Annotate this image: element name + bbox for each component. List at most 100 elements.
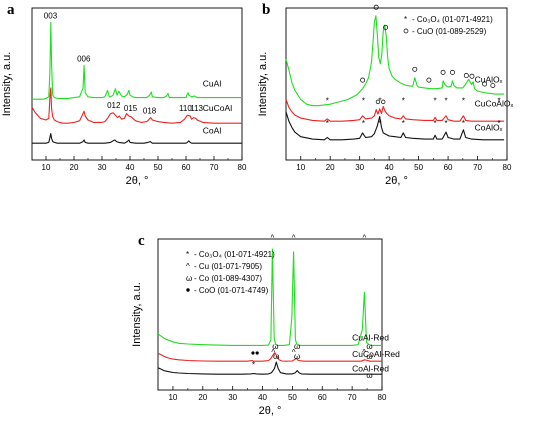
x-tick-label: 10 [296, 163, 305, 172]
co-phase-marker: ω [294, 352, 300, 361]
x-tick-label: 20 [70, 163, 79, 172]
coo-phase-marker [251, 351, 255, 355]
legend-marker [403, 28, 409, 34]
x-tick-label: 80 [503, 163, 512, 172]
series-line-CuCoAlO [285, 99, 505, 122]
cuo-phase-marker [490, 83, 496, 89]
panel-letter: b [262, 2, 270, 18]
x-tick-label: 40 [385, 163, 394, 172]
x-tick-label: 10 [42, 163, 51, 172]
co3o4-phase-marker: * [252, 361, 255, 370]
co-phase-marker: ω [366, 342, 372, 351]
panel-b: b 10 20 30 40 50 60 70 80 2θ, ° Intensity, a.u. CuA… [257, 2, 513, 187]
series-label: CoAlOₓ [475, 123, 503, 133]
legend-marker: * [186, 250, 189, 259]
series-label: CuAl [203, 78, 222, 88]
x-tick-label: 70 [210, 163, 219, 172]
peak-annotation: 006 [77, 55, 91, 64]
x-axis-title: 2θ, ° [259, 405, 282, 417]
plot-frame [285, 7, 508, 161]
panel-a: a 10 20 30 40 50 60 70 80 2θ, ° Intensity, a.u. CuA… [1, 2, 247, 187]
x-tick-label: 80 [238, 163, 247, 172]
co3o4-phase-marker: * [462, 119, 465, 128]
series-label: CuAlOₓ [475, 74, 503, 84]
co-phase-marker: ω [273, 352, 279, 361]
y-axis-title: Intensity, a.u. [257, 52, 269, 117]
co3o4-phase-marker: * [434, 119, 437, 128]
co3o4-phase-marker: * [378, 119, 381, 128]
co3o4-phase-marker: * [378, 96, 381, 105]
cuo-phase-marker [381, 99, 386, 104]
coo-phase-marker [255, 351, 259, 355]
series-line-CoAl-Red [157, 361, 382, 375]
x-tick-label: 40 [126, 163, 135, 172]
cuo-phase-marker [373, 4, 379, 10]
peak-annotation: 018 [143, 107, 157, 116]
series-label: CuCoAlOₓ [475, 98, 514, 108]
x-tick-label: 60 [318, 393, 327, 402]
cuo-phase-marker [469, 73, 475, 79]
cu-phase-marker: ^ [271, 348, 275, 357]
legend-entry: - Cu (01-071-7905) [194, 262, 262, 271]
co3o4-phase-marker: * [362, 96, 365, 105]
legend-entry: - CuO (01-089-2529) [412, 27, 487, 36]
series-label: CoAl [203, 126, 222, 136]
cuo-phase-marker [375, 99, 381, 104]
y-axis-title: Intensity, a.u. [131, 282, 143, 347]
series-label: CuCoAl [203, 103, 232, 113]
legend-marker: * [404, 15, 407, 24]
legend-entry: - Co₃O₄ (01-071-4921) [412, 15, 493, 24]
x-tick-label: 60 [182, 163, 191, 172]
x-tick-label: 30 [98, 163, 107, 172]
co3o4-phase-marker: * [497, 96, 500, 105]
legend-entry: - CoO (01-071-4749) [194, 286, 269, 295]
cuo-phase-marker [412, 66, 418, 72]
cuo-phase-marker [426, 77, 432, 83]
co3o4-phase-marker: * [444, 96, 447, 105]
plot-frame [31, 7, 243, 161]
series-label: CuAl-Red [352, 332, 389, 342]
series-label: CoAl-Red [352, 363, 389, 373]
co3o4-phase-marker: * [402, 119, 405, 128]
x-tick-label: 30 [228, 393, 237, 402]
x-tick-label: 10 [168, 393, 177, 402]
peak-annotation: 113 [190, 104, 203, 113]
x-tick-label: 20 [198, 393, 207, 402]
peak-annotation: 110 [179, 104, 192, 113]
x-tick-label: 50 [154, 163, 163, 172]
co-phase-marker: ω [366, 352, 372, 361]
series-line-CuCoAl-Red [157, 352, 382, 362]
co3o4-phase-marker: * [444, 119, 447, 128]
legend-marker [186, 288, 190, 292]
co3o4-phase-marker: * [497, 119, 500, 128]
series-line-CoAlO [285, 111, 505, 141]
legend-marker: ω [186, 274, 192, 283]
y-axis-title: Intensity, a.u. [1, 52, 13, 117]
cuo-phase-marker [482, 81, 488, 87]
cu-phase-marker: ^ [292, 348, 296, 357]
x-tick-label: 30 [355, 163, 364, 172]
co3o4-phase-marker: * [326, 96, 329, 105]
cu-phase-marker: ^ [362, 348, 366, 357]
peak-annotation: 012 [107, 101, 121, 110]
co-phase-marker: ω [294, 342, 300, 351]
legend-marker: ^ [186, 262, 190, 271]
panel-letter: a [7, 2, 15, 18]
cu-phase-marker: ^ [292, 233, 296, 242]
cuo-phase-marker [450, 69, 455, 75]
series-line-CoAl [32, 133, 242, 144]
co-phase-marker: ω [366, 371, 372, 380]
x-axis-title: 2θ, ° [126, 175, 149, 187]
x-tick-label: 70 [348, 393, 357, 402]
co3o4-phase-marker: * [362, 119, 365, 128]
plot-frame [157, 238, 383, 391]
co3o4-phase-marker: * [402, 96, 405, 105]
series-line-CuAl [32, 21, 242, 100]
series-line-CuAlO [285, 15, 505, 107]
cu-phase-marker: ^ [271, 233, 275, 242]
co3o4-phase-marker: * [462, 96, 465, 105]
x-axis-title: 2θ, ° [385, 175, 408, 187]
series-line-CuCoAl [31, 87, 242, 124]
panel-c: c 10 20 30 40 50 60 70 80 2θ, ° Intensity, a.u. CuA… [131, 233, 400, 417]
